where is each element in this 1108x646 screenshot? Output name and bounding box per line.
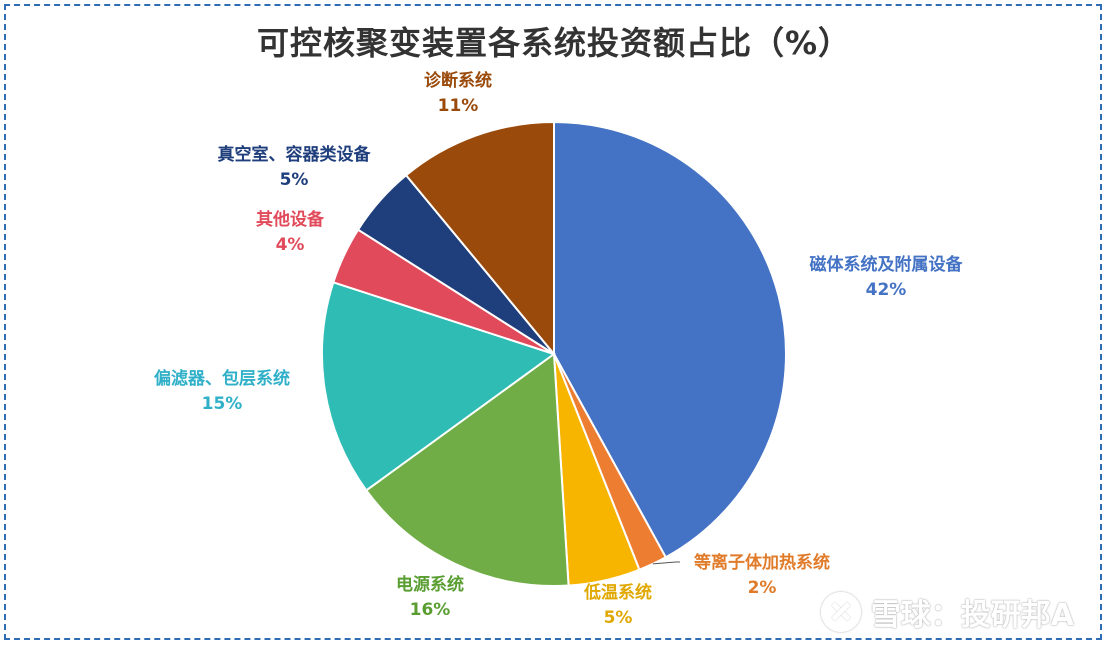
slice-label: 偏滤器、包层系统 (154, 368, 290, 389)
slice-label: 诊断系统 (424, 70, 492, 91)
slice-value-label: 42% (866, 280, 907, 300)
pie-slice (404, 120, 555, 357)
pie-slice (364, 352, 570, 587)
slice-value-label: 11% (438, 96, 479, 116)
slice-label: 真空室、容器类设备 (218, 144, 372, 165)
pie-slice (320, 281, 557, 492)
slice-value-label: 5% (280, 170, 309, 190)
pie-slice (553, 120, 787, 559)
slice-value-label: 4% (276, 235, 305, 255)
slice-value-label: 5% (604, 608, 633, 628)
slice-value-label: 16% (410, 600, 451, 620)
slice-label: 低温系统 (583, 582, 652, 603)
chart-title: 可控核聚变装置各系统投资额占比（%） (256, 24, 852, 62)
slice-label: 其他设备 (256, 209, 325, 230)
slice-value-label: 15% (202, 394, 243, 414)
slice-value-label: 2% (748, 578, 777, 598)
leader-line (652, 561, 680, 565)
watermark: 雪球：投研邦A (820, 590, 1074, 634)
slice-label: 等离子体加热系统 (694, 552, 830, 573)
chart-frame (4, 4, 1102, 640)
slice-label: 电源系统 (396, 574, 464, 595)
slice-label: 磁体系统及附属设备 (810, 254, 964, 275)
watermark-text: 雪球：投研邦A (870, 598, 1074, 633)
snowball-logo-icon (820, 592, 861, 632)
